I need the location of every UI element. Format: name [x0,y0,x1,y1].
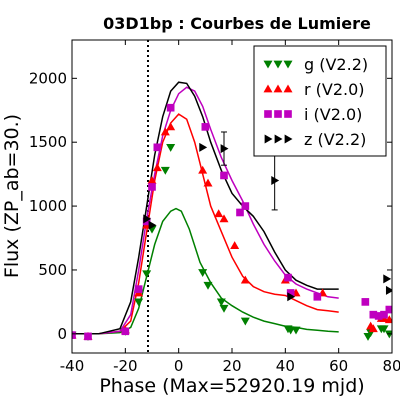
legend-marker-3 [284,134,293,144]
data-point-0 [240,317,250,326]
legend-label-3: z (V2.2) [304,130,366,149]
data-point-2 [201,123,210,131]
legend-marker-0 [273,60,283,69]
data-point-2 [380,310,388,319]
data-point-2 [286,289,295,297]
legend-marker-1 [283,84,293,93]
plot-content [72,40,392,353]
y-tick-label: 2000 [29,69,67,87]
data-point-3 [383,274,392,284]
y-tick-label: 1500 [29,133,67,151]
data-point-2 [369,310,378,319]
data-point-2 [166,103,175,112]
data-point-0 [142,270,152,279]
data-point-1 [198,165,208,174]
legend-marker-1 [263,84,273,93]
data-point-0 [291,326,301,335]
y-axis-label: Flux (ZP_ab=30.) [1,114,23,278]
legend-label-0: g (V2.2) [304,55,368,74]
legend-marker-3 [264,134,273,144]
plot-area [72,40,392,353]
data-point-1 [147,176,157,184]
data-point-2 [220,171,228,180]
data-point-2 [361,298,370,306]
data-point-2 [374,312,383,320]
data-point-1 [160,127,170,136]
x-tick-label: 80 [382,357,400,375]
chart-title: 03D1bp : Courbes de Lumiere [103,14,371,33]
data-point-2 [236,208,244,217]
x-tick-label: 20 [222,357,241,375]
legend: g (V2.2) r (V2.0) i (V2.0) z (V2.2) [253,45,387,157]
legend-marker-2 [264,110,272,118]
data-point-0 [219,304,229,313]
legend-label-2: i (V2.0) [304,105,362,124]
x-tick-label: -20 [113,357,138,375]
data-point-2 [284,273,292,282]
data-point-0 [166,143,176,152]
data-point-1 [214,209,224,218]
data-point-3 [385,285,392,295]
legend-marker-2 [284,110,292,118]
data-point-2 [385,305,392,314]
y-tick-label: 0 [57,325,67,343]
data-point-1 [230,241,240,250]
legend-marker-0 [263,60,273,69]
x-tick-label: -40 [60,357,85,375]
data-point-2 [153,143,162,152]
data-point-0 [203,281,213,290]
data-point-0 [134,298,144,307]
legend-marker-0 [283,60,293,69]
data-point-3 [148,220,157,230]
legend-marker-3 [274,134,283,144]
data-point-3 [287,292,296,302]
y-tick-label: 500 [38,261,67,279]
data-point-2 [241,202,250,210]
x-axis-label: Phase (Max=52920.19 mjd) [99,375,364,397]
data-point-3 [271,176,280,186]
data-point-1 [166,122,176,131]
data-point-1 [240,275,250,284]
series-curve-1 [72,113,339,335]
data-point-2 [134,285,143,293]
x-axis: -40 -20 0 20 40 60 80 [60,40,400,375]
data-point-1 [152,163,162,172]
x-tick-label: 0 [174,357,184,375]
data-point-1 [384,315,392,324]
data-point-0 [198,269,208,278]
legend-marker-1 [273,84,283,93]
data-point-0 [216,298,226,307]
data-point-1 [219,214,229,223]
data-point-3 [220,144,229,154]
data-point-2 [84,332,92,341]
series-curve-2 [72,86,339,335]
data-point-2 [313,292,322,301]
data-point-1 [203,178,213,187]
x-tick-label: 60 [329,357,348,375]
data-point-0 [379,325,389,334]
data-point-2 [121,327,130,336]
data-point-2 [72,331,76,339]
legend-label-1: r (V2.0) [304,80,365,99]
data-point-0 [160,166,170,175]
legend-marker-2 [274,110,282,118]
x-tick-label: 40 [276,357,295,375]
y-axis: 0 500 1000 1500 2000 [29,69,392,343]
data-point-0 [384,330,392,339]
data-point-2 [148,183,156,191]
data-point-3 [143,214,152,224]
data-point-3 [199,142,208,152]
y-tick-label: 1000 [29,197,67,215]
data-point-1 [368,324,378,333]
